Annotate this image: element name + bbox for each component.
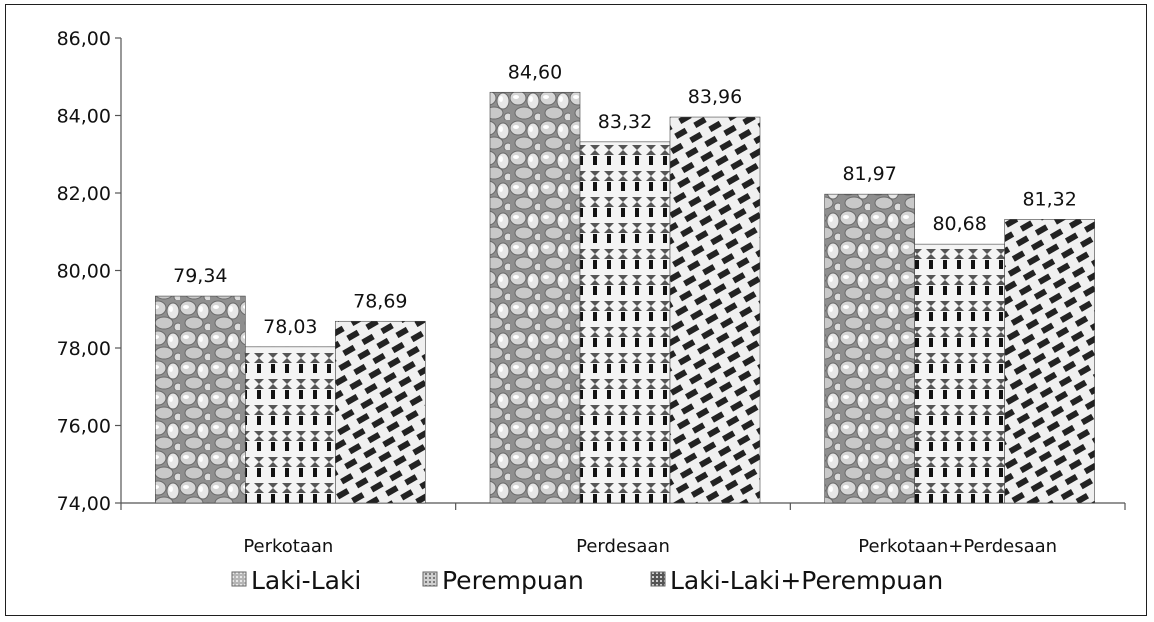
data-label: 79,34 bbox=[173, 265, 227, 287]
bar-laki-laki bbox=[824, 193, 915, 504]
legend-label: Laki-Laki+Perempuan bbox=[670, 566, 943, 595]
x-category-label: Perkotaan+Perdesaan bbox=[858, 536, 1057, 557]
data-label: 80,68 bbox=[932, 213, 986, 235]
data-label: 78,69 bbox=[353, 290, 407, 312]
legend-swatch bbox=[422, 571, 438, 587]
data-label: 83,96 bbox=[688, 86, 742, 108]
x-category-label: Perkotaan bbox=[243, 536, 333, 557]
y-tick-label: 74,00 bbox=[57, 493, 111, 515]
bar-perempuan bbox=[245, 346, 336, 504]
bar-laki-laki bbox=[489, 91, 581, 504]
data-label: 78,03 bbox=[263, 316, 317, 338]
legend-label: Perempuan bbox=[442, 566, 584, 595]
y-tick-label: 84,00 bbox=[57, 106, 111, 128]
data-label: 84,60 bbox=[508, 61, 562, 83]
bar-perempuan bbox=[579, 141, 671, 504]
y-tick-label: 76,00 bbox=[57, 416, 111, 438]
y-tick-label: 82,00 bbox=[57, 183, 111, 205]
data-label: 81,97 bbox=[842, 163, 896, 185]
bar-laki-laki bbox=[155, 295, 246, 504]
data-label: 83,32 bbox=[598, 111, 652, 133]
legend-swatch bbox=[650, 571, 666, 587]
y-tick-label: 80,00 bbox=[57, 261, 111, 283]
y-tick-label: 86,00 bbox=[57, 28, 111, 50]
x-category-label: Perdesaan bbox=[576, 536, 670, 557]
bar-laki-laki-perempuan bbox=[335, 320, 426, 504]
bar-laki-laki-perempuan bbox=[669, 116, 761, 504]
bar-perempuan bbox=[914, 243, 1005, 504]
legend-label: Laki-Laki bbox=[251, 566, 361, 595]
bar-laki-laki-perempuan bbox=[1004, 219, 1095, 504]
legend-swatch bbox=[231, 571, 247, 587]
data-label: 81,32 bbox=[1022, 188, 1076, 210]
y-tick-label: 78,00 bbox=[57, 338, 111, 360]
